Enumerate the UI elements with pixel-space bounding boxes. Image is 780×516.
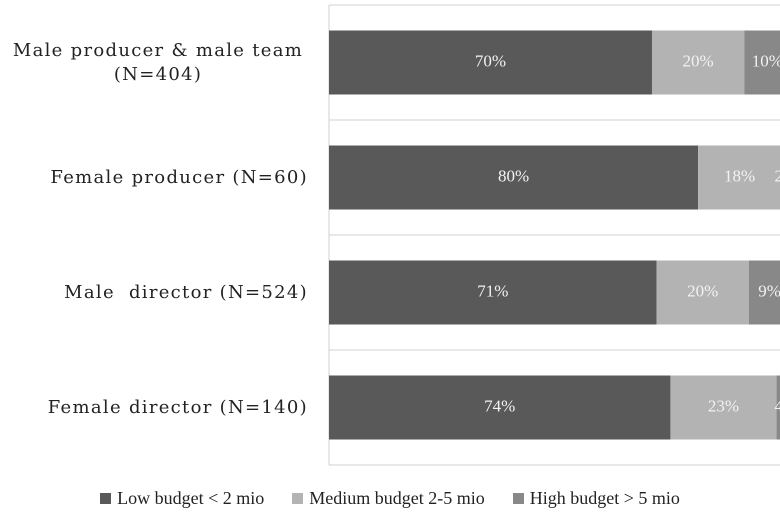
category-label-box: Female director (N=140)	[0, 376, 308, 440]
category-label-box: Male director (N=524)	[0, 261, 308, 325]
data-label: 23%	[708, 396, 739, 415]
data-label: 10%	[752, 51, 780, 70]
legend-item: Medium budget 2-5 mio	[292, 488, 485, 509]
category-label: Female producer (N=60)	[50, 166, 308, 188]
legend-item: High budget > 5 mio	[512, 488, 680, 509]
bar-segment	[329, 30, 652, 95]
bar-segment	[748, 260, 780, 325]
data-label: 70%	[475, 51, 506, 70]
data-label: 71%	[477, 281, 508, 300]
bar-segment	[329, 375, 671, 440]
legend-label: High budget > 5 mio	[529, 488, 680, 508]
data-label: 74%	[484, 396, 515, 415]
bar-segment	[329, 145, 699, 210]
legend-swatch	[292, 493, 304, 504]
category-label: Female director (N=140)	[47, 396, 308, 418]
legend-swatch	[100, 493, 112, 504]
data-label: 80%	[498, 166, 529, 185]
legend-item: Low budget < 2 mio	[100, 488, 264, 509]
data-label: 18%	[724, 166, 755, 185]
bar-segment	[698, 145, 780, 210]
data-label: 9%	[758, 281, 780, 300]
data-label: 20%	[687, 281, 718, 300]
bar-segment	[651, 30, 745, 95]
data-label: 2%	[774, 166, 780, 185]
data-label: 4%	[774, 396, 780, 415]
legend: Low budget < 2 mio Medium budget 2-5 mio H…	[0, 488, 780, 509]
legend-label: Low budget < 2 mio	[117, 488, 265, 508]
data-label: 20%	[683, 51, 714, 70]
category-label: Male producer & male team (N=404)	[12, 39, 311, 85]
category-label-box: Male producer & male team (N=404)	[0, 31, 308, 95]
legend-label: Medium budget 2-5 mio	[309, 488, 485, 508]
bar-segment	[656, 260, 749, 325]
bar-segment	[670, 375, 777, 440]
category-label-box: Female producer (N=60)	[0, 146, 308, 210]
legend-swatch	[512, 493, 524, 504]
bar-segment	[776, 375, 780, 440]
bar-segment	[744, 30, 780, 95]
bar-segment	[329, 260, 657, 325]
category-label: Male director (N=524)	[64, 281, 308, 303]
